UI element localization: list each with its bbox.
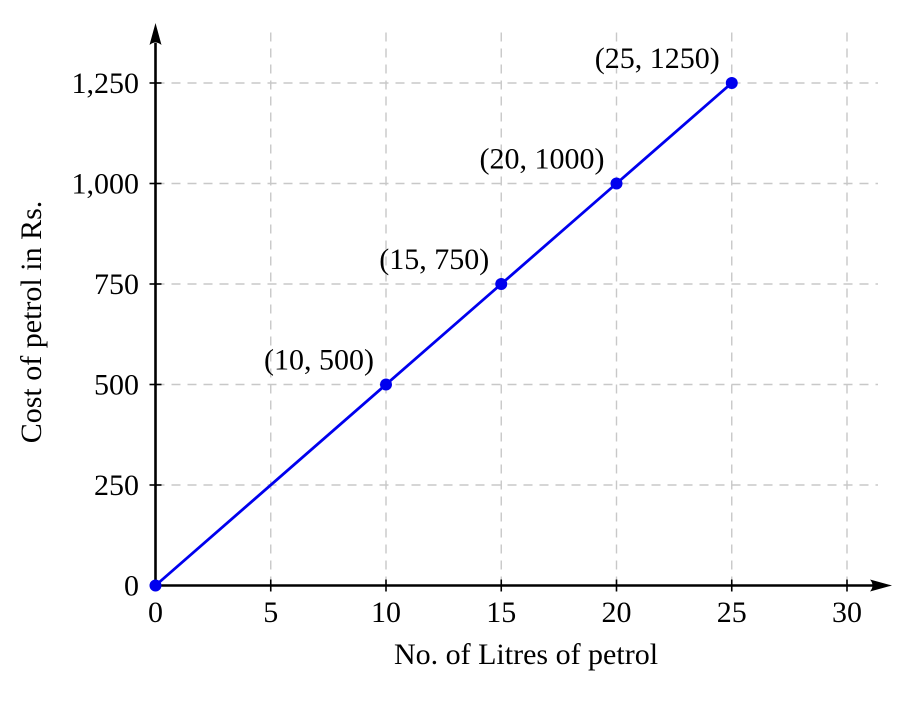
gridlines bbox=[155, 26, 878, 586]
y-tick-label: 750 bbox=[94, 268, 139, 301]
ticks bbox=[149, 82, 848, 592]
x-tick-label: 25 bbox=[717, 596, 747, 629]
data-point-marker bbox=[495, 278, 508, 290]
data-point-label: (15, 750) bbox=[379, 243, 489, 276]
y-axis-title: Cost of petrol in Rs. bbox=[15, 201, 48, 444]
data-point-marker bbox=[380, 378, 392, 391]
data-point-label: (25, 1250) bbox=[595, 42, 720, 75]
x-tick-label: 20 bbox=[602, 596, 632, 629]
data-point-marker bbox=[149, 579, 162, 592]
point-labels: (10, 500) (15, 750) (20, 1000) (25, 1250) bbox=[264, 42, 720, 377]
y-tick-label: 1,250 bbox=[72, 67, 140, 100]
y-tick-label: 1,000 bbox=[72, 168, 140, 201]
tick-labels: 0 5 10 15 20 25 30 0 250 500 750 1,000 1,250 bbox=[72, 67, 863, 629]
x-tick-label: 30 bbox=[832, 596, 862, 629]
x-axis-title: No. of Litres of petrol bbox=[394, 638, 658, 671]
x-axis-arrowhead-icon bbox=[870, 579, 892, 592]
data-line bbox=[154, 81, 734, 587]
y-tick-label: 0 bbox=[124, 570, 139, 603]
data-point-marker bbox=[725, 77, 738, 89]
y-tick-label: 500 bbox=[94, 369, 139, 402]
y-tick-label: 250 bbox=[94, 469, 139, 502]
x-tick-label: 0 bbox=[148, 596, 163, 629]
x-tick-label: 15 bbox=[486, 596, 516, 629]
data-point-label: (10, 500) bbox=[264, 344, 374, 377]
data-point-label: (20, 1000) bbox=[480, 143, 605, 176]
data-series bbox=[149, 77, 738, 592]
x-tick-label: 5 bbox=[263, 596, 278, 629]
x-tick-label: 10 bbox=[371, 596, 401, 629]
data-point-marker bbox=[610, 177, 623, 190]
y-axis-arrowhead-icon bbox=[149, 23, 162, 45]
axes bbox=[149, 23, 892, 592]
